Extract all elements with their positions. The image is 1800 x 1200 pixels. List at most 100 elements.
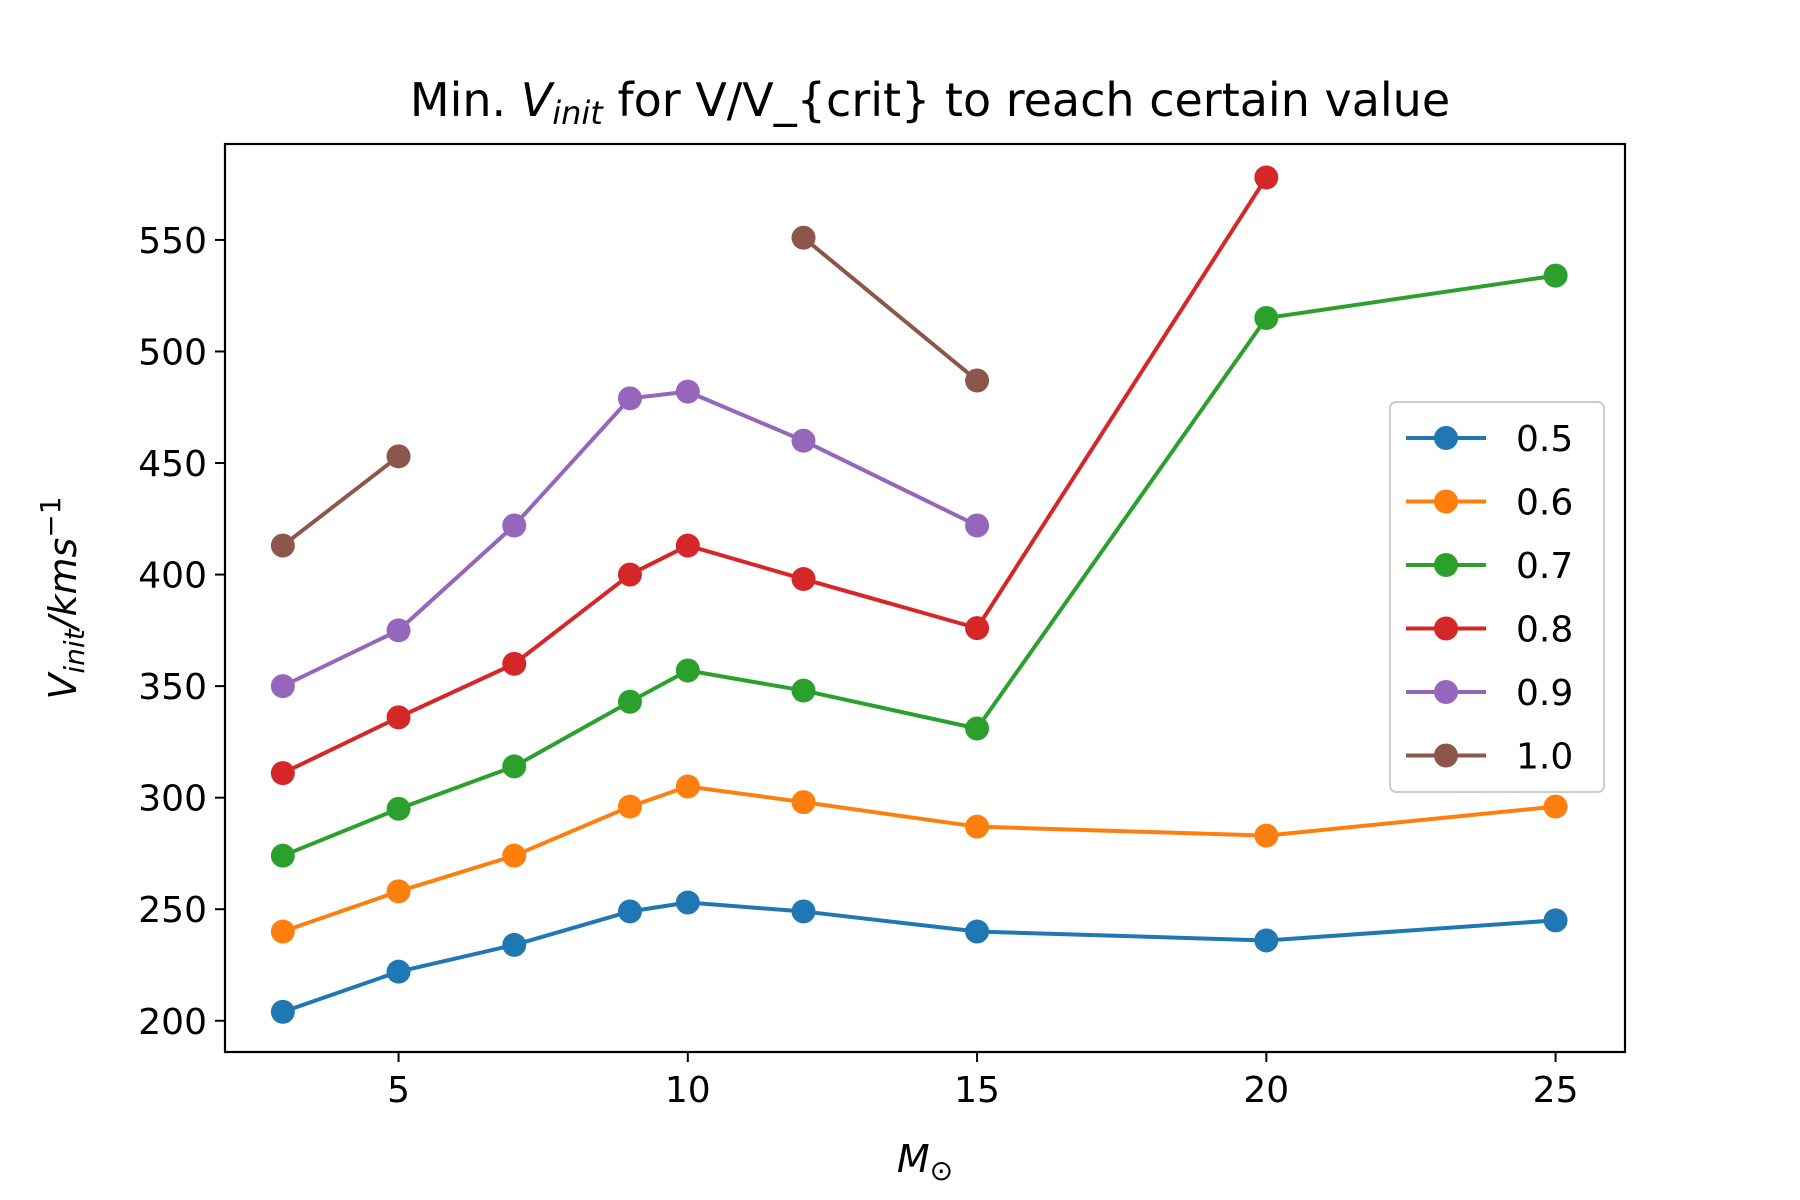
series-line — [281, 176, 1269, 775]
data-point — [502, 843, 527, 868]
legend-item: 1.0 — [1406, 737, 1573, 778]
legend-item: 0.8 — [1406, 610, 1573, 651]
y-tick-label: 450 — [138, 444, 207, 485]
axis-ticks: 5 10 15 20 25 200 250 300 350 400 450 500 550 — [138, 221, 1578, 1111]
data-point — [502, 932, 527, 957]
y-axis-label-sup: −1 — [34, 496, 67, 537]
legend-marker — [1434, 680, 1458, 704]
data-point — [1543, 263, 1568, 288]
series-line — [282, 900, 1556, 1014]
series-line — [282, 273, 1556, 858]
data-point — [386, 959, 411, 984]
data-point — [270, 761, 295, 786]
plot-frame — [223, 142, 1627, 1054]
y-tick-label: 500 — [138, 332, 207, 373]
series-0.8 — [270, 165, 1279, 786]
data-point — [617, 386, 642, 411]
series-line — [281, 454, 400, 548]
x-tick-label: 20 — [1243, 1070, 1289, 1111]
legend-item: 0.6 — [1406, 483, 1573, 524]
data-point — [1254, 306, 1279, 331]
x-axis-label-sub: ⊙ — [930, 1154, 953, 1187]
legend-marker — [1434, 616, 1458, 641]
series-layer — [270, 165, 1568, 1024]
data-point — [791, 790, 816, 815]
data-point — [270, 674, 295, 699]
title-symbol-sub: init — [552, 94, 604, 132]
series-0.7 — [270, 263, 1568, 868]
legend-label: 0.6 — [1516, 483, 1573, 524]
legend-label: 0.9 — [1516, 673, 1573, 714]
data-point — [270, 999, 295, 1024]
series-line — [281, 389, 978, 688]
data-point — [791, 678, 816, 703]
data-point — [965, 616, 990, 641]
y-tick-label: 350 — [138, 667, 207, 708]
series-line — [282, 784, 1556, 934]
data-point — [617, 689, 642, 714]
data-point — [1254, 928, 1279, 953]
legend-item: 0.7 — [1406, 546, 1573, 587]
y-axis-label: Vinit/kms−1 — [34, 496, 91, 699]
data-point — [617, 562, 642, 587]
y-axis-label-sub: init — [58, 628, 91, 673]
data-point — [386, 879, 411, 904]
data-point — [791, 428, 816, 453]
series-0.9 — [270, 379, 990, 699]
data-point — [675, 658, 700, 683]
legend-marker — [1434, 743, 1458, 768]
data-point — [617, 794, 642, 819]
data-point — [675, 774, 700, 799]
data-point — [675, 533, 700, 558]
data-point — [386, 705, 411, 730]
series-0.5 — [270, 890, 1568, 1024]
legend-marker — [1434, 489, 1458, 514]
legend-label: 0.7 — [1516, 546, 1573, 587]
data-point — [502, 513, 527, 538]
data-point — [675, 379, 700, 404]
x-tick-label: 5 — [387, 1070, 410, 1111]
chart-title: Min. Vinit for V/V_{crit} to reach certa… — [410, 73, 1450, 132]
data-point — [386, 444, 411, 469]
x-tick-label: 10 — [665, 1070, 711, 1111]
legend: 0.5 0.6 0.7 0.8 0.9 1.0 — [1389, 401, 1605, 793]
data-point — [270, 919, 295, 944]
x-tick-label: 15 — [954, 1070, 1000, 1111]
y-axis-label-symbol: V — [41, 671, 85, 700]
data-point — [791, 567, 816, 592]
data-point — [1543, 794, 1568, 819]
x-tick-label: 25 — [1533, 1070, 1579, 1111]
series-line — [802, 236, 979, 383]
data-point — [386, 796, 411, 821]
data-point — [1543, 908, 1568, 933]
legend-label: 1.0 — [1516, 737, 1573, 778]
data-point — [965, 814, 990, 839]
title-prefix: Min. — [410, 73, 521, 127]
series-0.6 — [270, 774, 1568, 944]
data-point — [1254, 823, 1279, 848]
legend-marker — [1434, 553, 1458, 577]
x-axis-label-symbol: M — [897, 1137, 930, 1181]
series-1.0 — [270, 225, 990, 558]
x-axis-label: M⊙ — [897, 1137, 953, 1187]
data-point — [965, 368, 990, 393]
data-point — [386, 618, 411, 643]
data-point — [1254, 165, 1279, 190]
y-tick-label: 300 — [138, 779, 207, 820]
data-point — [675, 890, 700, 915]
data-point — [502, 754, 527, 779]
y-tick-label: 550 — [138, 221, 207, 262]
y-tick-label: 250 — [138, 890, 207, 931]
legend-box — [1389, 401, 1605, 793]
data-point — [502, 651, 527, 676]
y-tick-label: 400 — [138, 556, 207, 597]
data-point — [965, 716, 990, 741]
legend-item: 0.5 — [1406, 419, 1573, 460]
data-point — [617, 899, 642, 924]
legend-item: 0.9 — [1406, 673, 1573, 714]
title-suffix: for V/V_{crit} to reach certain value — [603, 73, 1450, 127]
y-tick-label: 200 — [138, 1002, 207, 1043]
data-point — [965, 513, 990, 538]
y-axis-label-rest: /kms — [41, 538, 85, 633]
